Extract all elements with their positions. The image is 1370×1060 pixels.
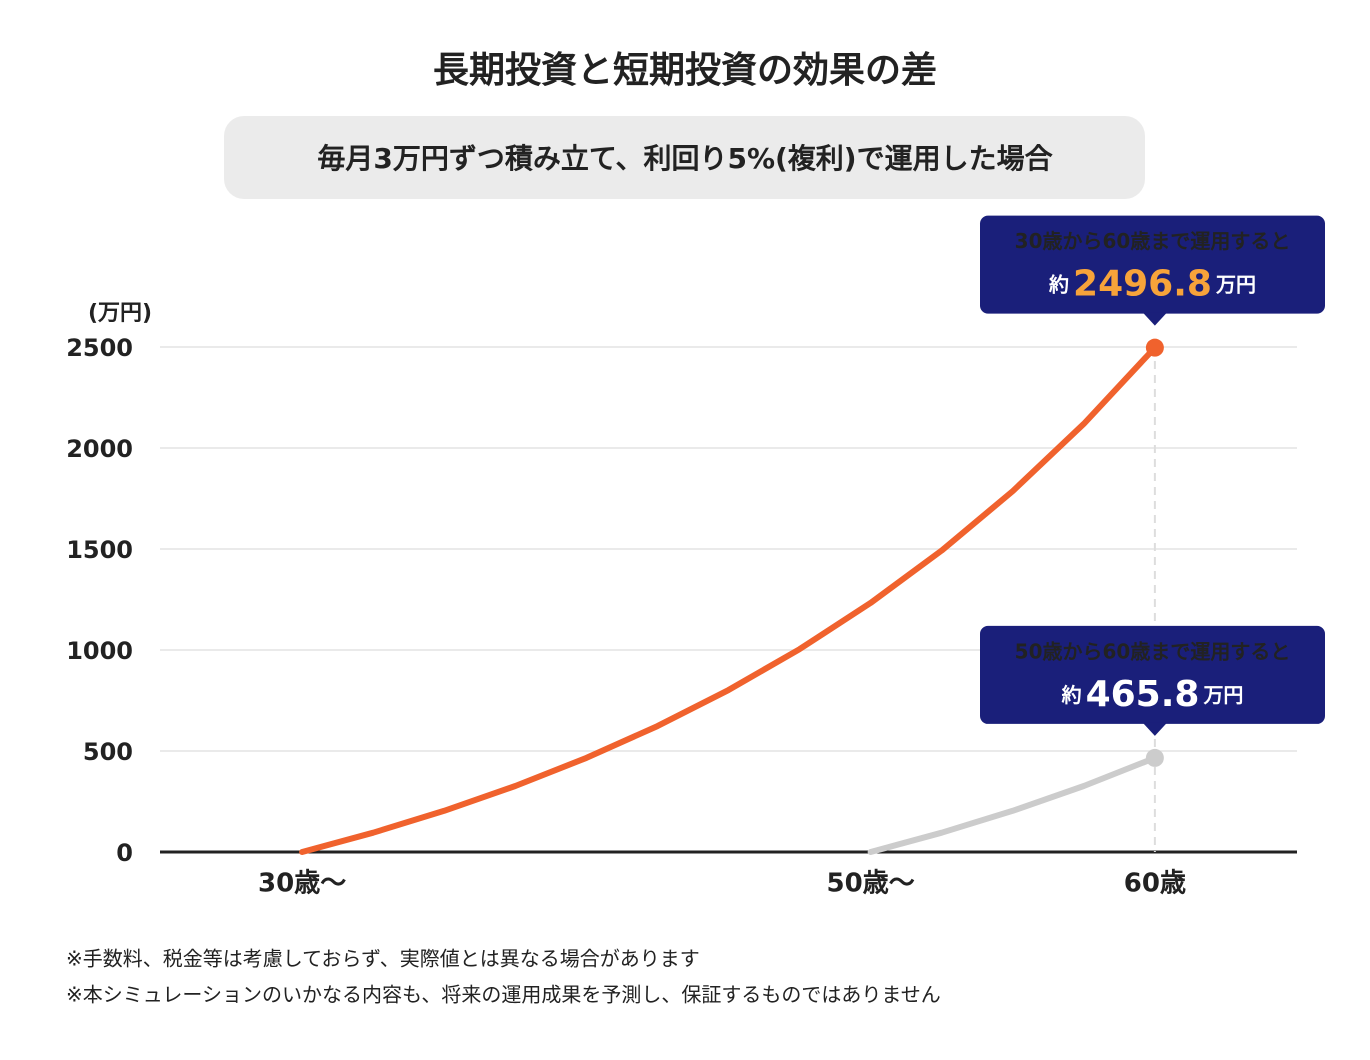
y-tick-label: 1000 — [66, 637, 133, 665]
subtitle-box — [224, 116, 1145, 199]
end-point — [1145, 748, 1164, 767]
y-tick-label: 2000 — [66, 435, 133, 463]
end-point — [1145, 338, 1164, 357]
y-tick-label: 1500 — [66, 536, 133, 564]
callout-prefix: 約 — [1061, 682, 1082, 706]
y-tick-label: 0 — [116, 839, 133, 867]
chart-subtitle: 毎月3万円ずつ積み立て、利回り5%(複利)で運用した場合 — [317, 142, 1053, 175]
callout-prefix: 約 — [1048, 272, 1069, 296]
x-tick-label: 30歳〜 — [258, 869, 346, 899]
note: ※本シミュレーションのいかなる内容も、将来の運用成果を予測し、保証するものではあ… — [66, 983, 941, 1007]
series-line — [867, 754, 1158, 855]
callout-number: 465.8 — [1086, 674, 1200, 715]
callout-pointer — [1142, 722, 1167, 736]
y-tick-label: 2500 — [66, 334, 133, 362]
callout-value: 約 2496.8 万円 — [1048, 264, 1256, 305]
y-tick-label: 500 — [83, 738, 133, 766]
callout-text: 50歳から60歳まで運用すると — [1015, 639, 1291, 663]
x-tick-label: 60歳 — [1124, 869, 1186, 899]
series-line — [299, 344, 1158, 855]
chart-title: 長期投資と短期投資の効果の差 — [433, 50, 937, 91]
callout-box — [980, 215, 1325, 314]
callout-pointer — [1142, 312, 1167, 326]
y-axis-label: (万円) — [88, 301, 152, 326]
callout-text: 30歳から60歳まで運用すると — [1015, 229, 1291, 253]
callout-number: 2496.8 — [1073, 264, 1212, 305]
callout-box — [980, 625, 1325, 724]
callout-unit: 万円 — [1215, 272, 1256, 296]
x-tick-label: 50歳〜 — [827, 869, 915, 899]
callout-value: 約 465.8 万円 — [1061, 674, 1244, 715]
note: ※手数料、税金等は考慮しておらず、実際値とは異なる場合があります — [66, 947, 700, 971]
callout-unit: 万円 — [1202, 682, 1243, 706]
